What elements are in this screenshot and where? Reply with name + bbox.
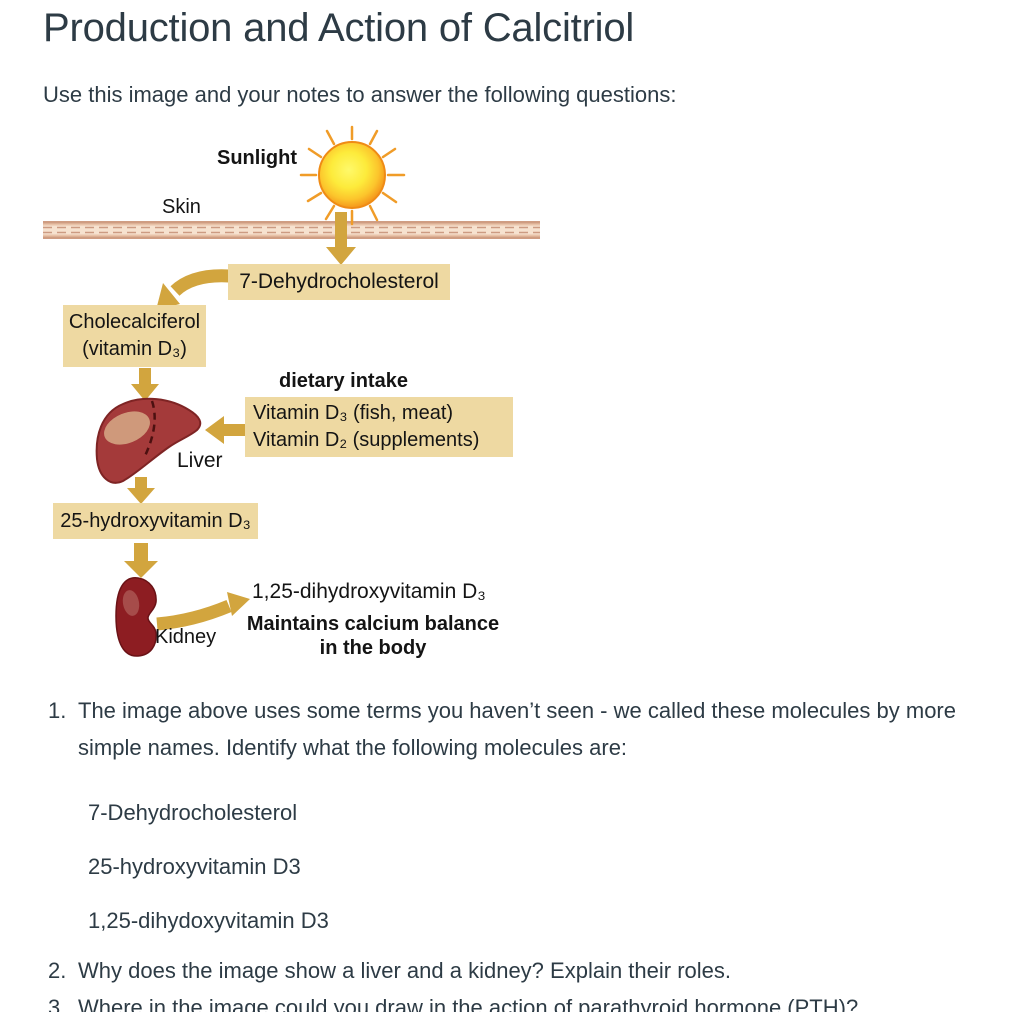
question-body: Why does the image show a liver and a ki… bbox=[78, 952, 1008, 989]
question-item-2: 2. Why does the image show a liver and a… bbox=[48, 952, 1008, 989]
product-label: 1,25-dihydroxyvitamin D₃ bbox=[252, 580, 486, 603]
dietary-intake-heading: dietary intake bbox=[279, 370, 408, 392]
cholecalciferol-box: Cholecalciferol (vitamin D₃) bbox=[63, 305, 206, 367]
kidney-label: Kidney bbox=[155, 626, 217, 648]
arrow-liver-to-intermediate bbox=[127, 477, 155, 504]
arrow-sun-to-precursor bbox=[326, 212, 356, 265]
arrow-kidney-to-product bbox=[156, 592, 250, 631]
skin-label: Skin bbox=[162, 196, 201, 218]
calcitriol-pathway-diagram: Sunlight Skin 7-Dehydrocholesterol Chole… bbox=[43, 125, 553, 675]
arrow-precursor-to-cholecalciferol bbox=[156, 269, 230, 310]
intro-text: Use this image and your notes to answer … bbox=[43, 82, 677, 107]
arrow-cholecalciferol-to-liver bbox=[131, 368, 159, 401]
question-text: Why does the image show a liver and a ki… bbox=[78, 958, 732, 983]
intermediate-box: 25-hydroxyvitamin D₃ bbox=[53, 503, 258, 539]
diagram-artwork bbox=[43, 125, 540, 657]
dietary-line1: Vitamin D₃ (fish, meat) bbox=[253, 402, 454, 424]
cholecalciferol-line2: (vitamin D₃) bbox=[82, 338, 187, 360]
dietary-line2: Vitamin D₂ (supplements) bbox=[253, 429, 480, 451]
molecule-name: 7-Dehydrocholesterol bbox=[88, 800, 298, 825]
sunlight-label: Sunlight bbox=[217, 147, 297, 169]
question-number: 3. bbox=[48, 995, 67, 1012]
question-item-3: 3. Where in the image could you draw in … bbox=[48, 989, 1008, 1012]
question-body: Where in the image could you draw in the… bbox=[78, 989, 1008, 1012]
question-item-1: 1. The image above uses some terms you h… bbox=[48, 692, 1008, 932]
precursor-box: 7-Dehydrocholesterol bbox=[228, 264, 450, 300]
product-caption: Maintains calcium balance in the body bbox=[233, 612, 513, 660]
liver-label: Liver bbox=[177, 449, 223, 472]
product-caption-line1: Maintains calcium balance bbox=[246, 613, 500, 635]
arrow-intermediate-to-kidney bbox=[124, 543, 158, 578]
question-body: The image above uses some terms you have… bbox=[78, 692, 1008, 932]
liver-icon bbox=[95, 397, 202, 484]
question-number: 1. bbox=[48, 698, 67, 723]
dietary-sources-box: Vitamin D₃ (fish, meat) Vitamin D₂ (supp… bbox=[245, 397, 513, 457]
question-text: Where in the image could you draw in the… bbox=[78, 995, 859, 1012]
molecule-name: 1,25-dihydoxyvitamin D3 bbox=[88, 908, 329, 933]
molecule-name: 25-hydroxyvitamin D3 bbox=[88, 854, 301, 879]
skin-membrane bbox=[43, 221, 540, 239]
kidney-icon bbox=[115, 577, 157, 657]
question-text: The image above uses some terms you have… bbox=[78, 698, 956, 760]
question-list: 1. The image above uses some terms you h… bbox=[48, 692, 1008, 1012]
cholecalciferol-line1: Cholecalciferol bbox=[68, 311, 201, 333]
product-caption-line2: in the body bbox=[319, 637, 427, 659]
question-number: 2. bbox=[48, 958, 67, 983]
arrow-diet-to-liver bbox=[205, 416, 248, 444]
page-title: Production and Action of Calcitriol bbox=[43, 6, 635, 50]
sun-icon bbox=[299, 125, 406, 226]
